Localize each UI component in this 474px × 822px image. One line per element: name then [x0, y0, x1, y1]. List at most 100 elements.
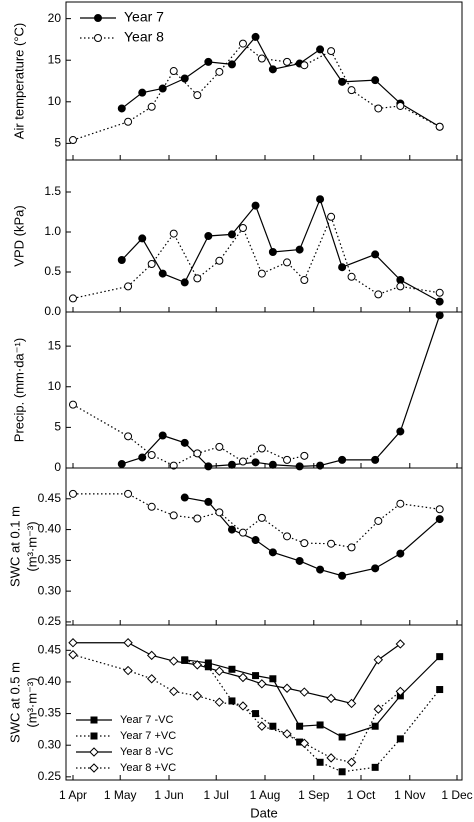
- y-tick-label: 1.5: [44, 184, 61, 198]
- marker: [146, 674, 157, 684]
- marker: [327, 47, 336, 56]
- marker: [316, 45, 325, 54]
- marker: [346, 757, 357, 767]
- marker: [238, 701, 248, 711]
- marker: [146, 650, 157, 661]
- y-tick-label: 0.30: [38, 737, 62, 751]
- marker: [326, 693, 336, 704]
- marker: [204, 57, 213, 66]
- series-line: [121, 35, 440, 128]
- marker: [338, 768, 346, 776]
- marker: [214, 666, 225, 676]
- marker: [371, 250, 380, 259]
- marker: [296, 722, 304, 730]
- marker: [158, 431, 167, 440]
- y-tick-label: 10: [48, 94, 62, 108]
- marker: [268, 248, 277, 256]
- marker: [68, 650, 78, 660]
- marker: [268, 65, 277, 74]
- legend-label: Year 8 -VC: [120, 746, 173, 758]
- y-tick-label: 15: [48, 338, 62, 352]
- y-tick-label: 15: [48, 52, 62, 66]
- marker: [138, 453, 147, 462]
- marker: [374, 290, 383, 299]
- marker: [124, 117, 133, 126]
- marker: [283, 532, 292, 541]
- marker: [251, 536, 260, 545]
- marker: [124, 282, 133, 291]
- series-line: [73, 642, 401, 705]
- y-axis-label: Air temperature (°C): [11, 23, 26, 139]
- marker: [227, 525, 236, 534]
- marker: [257, 721, 267, 731]
- y-tick-label: 0.40: [38, 674, 62, 688]
- x-tick-label: 1 Dec: [441, 788, 472, 802]
- marker: [180, 493, 189, 502]
- x-axis-label: Date: [250, 805, 277, 820]
- series-line: [184, 659, 441, 773]
- marker: [68, 638, 78, 648]
- marker: [117, 459, 126, 468]
- y-tick-label: 5: [54, 136, 61, 150]
- marker: [257, 54, 266, 63]
- marker: [395, 686, 406, 697]
- y-axis-label: (m³·m⁻³): [24, 521, 39, 571]
- x-tick-label: 1 Aug: [250, 788, 281, 802]
- marker: [347, 543, 356, 552]
- marker: [346, 698, 357, 709]
- marker: [396, 282, 405, 291]
- marker: [371, 455, 380, 464]
- marker: [169, 461, 178, 470]
- marker: [283, 258, 292, 267]
- x-tick-label: 1 Apr: [59, 788, 87, 802]
- marker: [251, 201, 260, 210]
- marker: [215, 256, 224, 265]
- marker: [169, 656, 179, 666]
- marker: [300, 539, 309, 548]
- series-line: [184, 496, 441, 577]
- legend-label: Year 7 -VC: [120, 714, 173, 726]
- marker: [338, 263, 347, 272]
- series-line: [121, 197, 440, 303]
- marker: [316, 461, 325, 470]
- series-line: [72, 404, 305, 467]
- marker: [124, 432, 133, 441]
- marker: [215, 508, 224, 517]
- marker: [435, 288, 444, 297]
- y-tick-label: 0.35: [38, 706, 62, 720]
- marker: [396, 735, 404, 743]
- y-tick-label: 0.5: [44, 264, 61, 278]
- series-line: [72, 215, 440, 299]
- y-axis-label: Precip. (mm·da⁻¹): [11, 338, 26, 442]
- marker: [316, 565, 325, 574]
- panel-frame: [65, 624, 463, 781]
- legend-marker: [90, 716, 98, 724]
- marker: [371, 76, 380, 85]
- y-tick-label: 5: [54, 420, 61, 434]
- marker: [192, 660, 203, 670]
- marker: [147, 102, 156, 111]
- marker: [147, 502, 156, 511]
- marker: [117, 256, 126, 264]
- marker: [69, 400, 77, 409]
- marker: [327, 539, 336, 548]
- y-axis-label: SWC at 0.1 m: [7, 506, 22, 587]
- legend-label: Year 8: [124, 29, 164, 45]
- marker: [193, 449, 202, 458]
- marker: [180, 74, 189, 83]
- marker: [338, 571, 347, 580]
- marker: [436, 653, 444, 661]
- marker: [147, 260, 156, 268]
- y-tick-label: 0: [54, 460, 61, 474]
- marker: [269, 722, 277, 730]
- marker: [169, 511, 178, 520]
- marker: [316, 195, 325, 204]
- y-tick-label: 10: [48, 379, 62, 393]
- marker: [282, 729, 292, 739]
- x-tick-label: 1 Sep: [298, 788, 330, 802]
- marker: [215, 442, 224, 451]
- legend-marker: [89, 763, 99, 773]
- marker: [204, 497, 213, 506]
- marker: [268, 548, 277, 557]
